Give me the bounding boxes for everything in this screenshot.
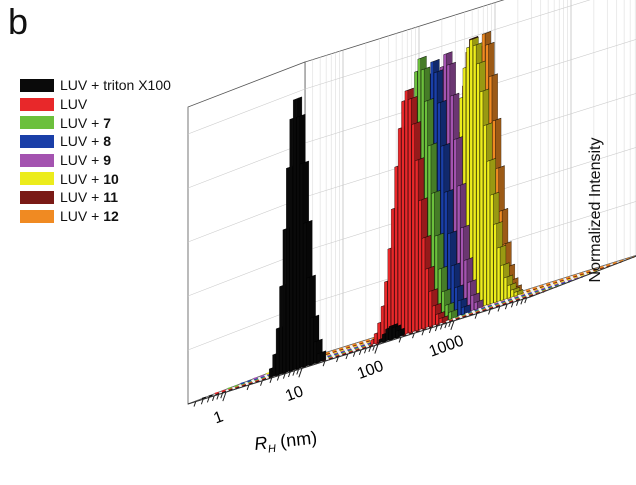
legend-label-number: 7	[103, 114, 111, 131]
panel-label: b	[8, 1, 29, 42]
x-tick	[296, 369, 299, 375]
series-baseline	[279, 261, 622, 370]
legend-label-number: 9	[103, 152, 111, 169]
x-tick	[282, 373, 286, 379]
x-tick	[488, 309, 491, 315]
legend-item: LUV + 12	[20, 207, 171, 226]
legend-label: LUV +	[60, 114, 104, 131]
x-tick-label: 1000	[427, 332, 466, 360]
legend-item: LUV + 11	[20, 188, 171, 207]
x-tick-label: 100	[355, 358, 386, 383]
x-tick	[374, 344, 379, 354]
x-tick	[246, 384, 250, 391]
z-axis-label-text: Normalized Intensity	[587, 137, 604, 283]
legend-label: LUV +	[60, 152, 104, 169]
x-tick	[398, 337, 402, 343]
x-tick	[372, 345, 375, 351]
x-tick	[222, 391, 227, 402]
x-tick-label: 10	[283, 383, 306, 405]
legend-label-number: 11	[103, 189, 119, 206]
legend-item: LUV	[20, 95, 171, 114]
legend-swatch	[20, 97, 54, 111]
legend-item: LUV + triton X100	[20, 76, 171, 95]
x-tick	[504, 303, 508, 310]
bar	[461, 304, 471, 315]
x-tick	[368, 346, 372, 353]
bar-series	[269, 31, 524, 378]
legend-swatch	[20, 153, 54, 167]
bar	[395, 327, 405, 339]
x-tick	[450, 320, 455, 330]
x-tick	[276, 375, 280, 381]
legend-label: LUV +	[60, 208, 104, 225]
x-tick	[448, 321, 451, 328]
x-tick-label: 1	[211, 408, 225, 427]
series-baseline	[291, 256, 635, 365]
legend-swatch	[20, 134, 54, 148]
x-tick	[510, 302, 514, 308]
bar	[448, 309, 458, 320]
legend-item: LUV + 8	[20, 132, 171, 151]
x-tick	[474, 313, 478, 319]
side-grid-line	[187, 142, 306, 189]
x-tick	[269, 377, 273, 383]
front-edges	[187, 255, 636, 405]
bar	[474, 299, 484, 310]
legend-swatch	[20, 116, 54, 130]
x-tick	[520, 299, 524, 305]
x-tick	[364, 348, 367, 354]
legend-swatch	[20, 209, 54, 223]
x-tick	[216, 394, 220, 400]
bar	[316, 350, 327, 363]
x-tick	[358, 349, 362, 355]
legend-label: LUV +	[60, 170, 104, 187]
legend-item: LUV + 7	[20, 113, 171, 132]
legend-label-number: 10	[103, 170, 119, 187]
legend-label: LUV +	[60, 133, 104, 150]
legend: LUV + triton X100 LUV LUV + 7 LUV + 8 LU…	[20, 76, 171, 226]
legend-swatch	[20, 190, 54, 204]
legend-label: LUV +	[60, 189, 104, 206]
x-tick	[220, 393, 223, 399]
x-tick	[345, 353, 349, 360]
legend-label-number: 8	[103, 133, 111, 150]
legend-label: LUV	[60, 96, 88, 113]
x-tick	[440, 324, 443, 330]
legend-label-number: 12	[103, 208, 119, 225]
x-tick	[206, 397, 210, 403]
legend-label: LUV + triton X100	[60, 77, 171, 94]
x-tick	[260, 380, 263, 386]
x-tick	[193, 401, 197, 407]
x-tick	[428, 327, 432, 334]
x-tick	[497, 306, 501, 312]
bar	[514, 289, 524, 297]
x-tick	[352, 351, 356, 357]
z-grid-line	[304, 0, 591, 90]
x-axis-label: RH (nm)	[253, 428, 318, 457]
x-axis-line	[187, 296, 531, 405]
x-tick	[336, 356, 339, 363]
x-tick	[421, 330, 425, 336]
x-tick	[524, 297, 527, 304]
x-tick	[200, 399, 204, 405]
x-tick	[444, 322, 448, 329]
side-grid-line	[187, 196, 306, 243]
x-tick	[298, 368, 303, 378]
legend-swatch	[20, 172, 54, 186]
floor-edge	[529, 255, 636, 298]
x-tick	[292, 370, 296, 376]
series-baseline	[201, 290, 545, 400]
x-tick	[288, 371, 291, 378]
x-tick	[516, 300, 519, 306]
legend-swatch	[20, 78, 54, 92]
x-tick	[412, 333, 415, 339]
legend-item: LUV + 9	[20, 151, 171, 170]
x-tick	[434, 325, 438, 332]
side-grid-line	[187, 88, 306, 135]
x-tick	[322, 361, 326, 367]
bar	[438, 315, 449, 324]
x-tick	[212, 395, 215, 401]
legend-item: LUV + 10	[20, 169, 171, 188]
